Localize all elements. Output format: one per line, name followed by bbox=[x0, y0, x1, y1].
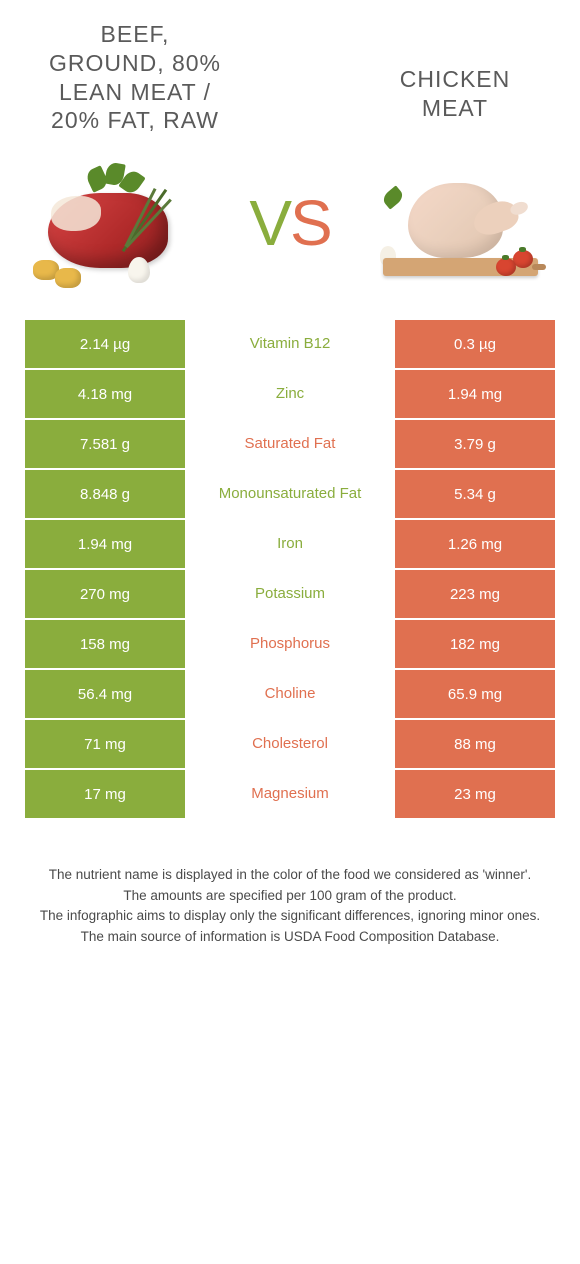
value-left: 4.18 mg bbox=[25, 370, 185, 418]
value-left: 71 mg bbox=[25, 720, 185, 768]
nutrient-label: Vitamin B12 bbox=[185, 320, 395, 368]
table-row: 4.18 mgZinc1.94 mg bbox=[25, 370, 555, 418]
value-right: 88 mg bbox=[395, 720, 555, 768]
table-row: 17 mgMagnesium23 mg bbox=[25, 770, 555, 818]
nutrient-label: Zinc bbox=[185, 370, 395, 418]
table-row: 71 mgCholesterol88 mg bbox=[25, 720, 555, 768]
value-left: 158 mg bbox=[25, 620, 185, 668]
chicken-image bbox=[375, 155, 550, 290]
images-row: VS bbox=[0, 145, 580, 320]
nutrient-label: Choline bbox=[185, 670, 395, 718]
nutrient-label: Magnesium bbox=[185, 770, 395, 818]
nutrient-label: Phosphorus bbox=[185, 620, 395, 668]
nutrient-label: Saturated Fat bbox=[185, 420, 395, 468]
nutrient-label: Cholesterol bbox=[185, 720, 395, 768]
footer-notes: The nutrient name is displayed in the co… bbox=[0, 820, 580, 946]
table-row: 2.14 µgVitamin B120.3 µg bbox=[25, 320, 555, 368]
value-left: 8.848 g bbox=[25, 470, 185, 518]
table-row: 8.848 gMonounsaturated Fat5.34 g bbox=[25, 470, 555, 518]
nutrient-label: Potassium bbox=[185, 570, 395, 618]
footer-line: The main source of information is USDA F… bbox=[35, 927, 545, 947]
nutrient-label: Iron bbox=[185, 520, 395, 568]
value-left: 17 mg bbox=[25, 770, 185, 818]
table-row: 1.94 mgIron1.26 mg bbox=[25, 520, 555, 568]
value-left: 1.94 mg bbox=[25, 520, 185, 568]
table-row: 7.581 gSaturated Fat3.79 g bbox=[25, 420, 555, 468]
value-left: 2.14 µg bbox=[25, 320, 185, 368]
vs-letter-s: S bbox=[290, 187, 331, 259]
value-right: 1.26 mg bbox=[395, 520, 555, 568]
vs-letter-v: V bbox=[249, 187, 290, 259]
footer-line: The amounts are specified per 100 gram o… bbox=[35, 886, 545, 906]
value-right: 65.9 mg bbox=[395, 670, 555, 718]
food-title-left: BEEF, GROUND, 80% LEAN MEAT / 20% FAT, R… bbox=[40, 20, 230, 135]
table-row: 56.4 mgCholine65.9 mg bbox=[25, 670, 555, 718]
beef-image bbox=[30, 155, 205, 290]
value-right: 1.94 mg bbox=[395, 370, 555, 418]
value-left: 270 mg bbox=[25, 570, 185, 618]
table-row: 158 mgPhosphorus182 mg bbox=[25, 620, 555, 668]
footer-line: The infographic aims to display only the… bbox=[35, 906, 545, 926]
value-left: 7.581 g bbox=[25, 420, 185, 468]
nutrient-table: 2.14 µgVitamin B120.3 µg4.18 mgZinc1.94 … bbox=[0, 320, 580, 818]
value-left: 56.4 mg bbox=[25, 670, 185, 718]
value-right: 0.3 µg bbox=[395, 320, 555, 368]
nutrient-label: Monounsaturated Fat bbox=[185, 470, 395, 518]
value-right: 23 mg bbox=[395, 770, 555, 818]
value-right: 3.79 g bbox=[395, 420, 555, 468]
value-right: 182 mg bbox=[395, 620, 555, 668]
footer-line: The nutrient name is displayed in the co… bbox=[35, 865, 545, 885]
value-right: 5.34 g bbox=[395, 470, 555, 518]
header: BEEF, GROUND, 80% LEAN MEAT / 20% FAT, R… bbox=[0, 0, 580, 145]
vs-label: VS bbox=[249, 186, 330, 260]
table-row: 270 mgPotassium223 mg bbox=[25, 570, 555, 618]
food-title-right: CHICKEN MEAT bbox=[370, 65, 540, 123]
value-right: 223 mg bbox=[395, 570, 555, 618]
